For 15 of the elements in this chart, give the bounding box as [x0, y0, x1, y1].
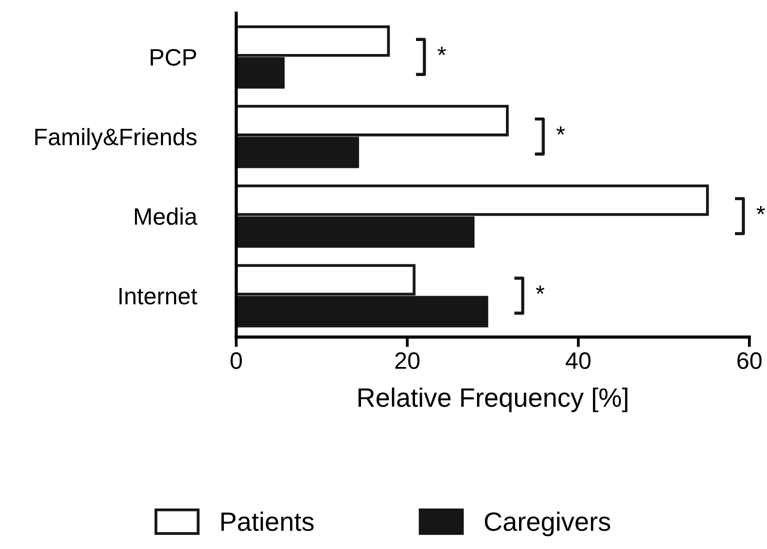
y-tick-label: Internet [119, 288, 198, 304]
legend-label: Caregivers [484, 512, 610, 536]
annotation: * [536, 286, 544, 294]
x-tick-label: 60 [737, 352, 762, 370]
y-tick-label: Family&Friends [35, 128, 197, 150]
annotation: * [556, 126, 565, 135]
annotation: * [438, 46, 446, 56]
legend-label: Patients [221, 512, 314, 532]
y-tick-label: PCP [150, 49, 196, 66]
x-tick-label: 0 [230, 352, 242, 370]
text: * [756, 206, 766, 214]
x-tick-label: 20 [395, 352, 420, 370]
y-tick-label: Media [134, 208, 198, 225]
x-tick-label: 40 [566, 352, 591, 370]
x-axis-title: Relative Frequency [%] [358, 388, 628, 412]
